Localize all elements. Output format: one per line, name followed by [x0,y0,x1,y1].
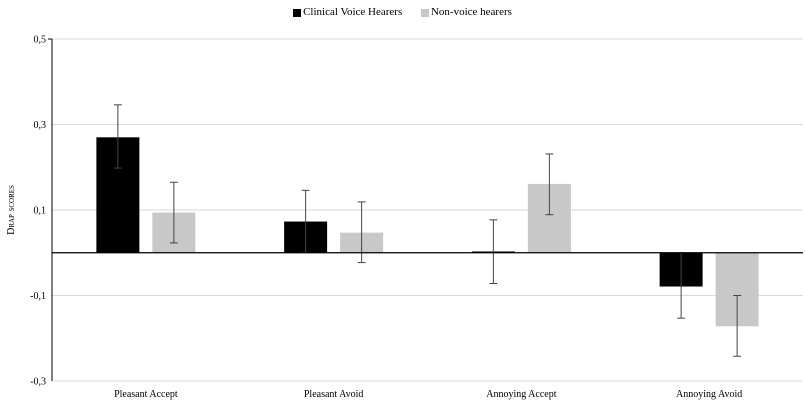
y-tick-label: 0,1 [34,206,47,217]
legend-label-clinical: Clinical Voice Hearers [303,6,403,19]
legend-swatch-non-voice [420,8,429,17]
x-tick-label: Pleasant Avoid [304,389,364,400]
x-tick-label: Annoying Avoid [676,389,742,400]
y-axis-title: Drap scores [6,185,17,235]
legend-label-non-voice: Non-voice hearers [430,6,512,19]
error-bars [113,104,742,357]
legend-swatch-clinical [293,8,302,17]
x-tick-label: Annoying Accept [486,389,556,400]
y-tick-label: 0,3 [34,120,47,131]
grid-lines [52,38,803,382]
y-tick-label: 0,5 [34,35,47,46]
legend-item-clinical: Clinical Voice Hearers [293,6,402,18]
legend-item-non-voice: Non-voice hearers [420,6,512,19]
y-tick-label: -0,1 [30,291,46,302]
axes [48,38,803,381]
x-tick-label: Pleasant Accept [114,389,178,400]
axis-labels: 0,5 0,3 0,1 -0,1 -0,3 Pleasant Accept Pleasant… [6,35,742,401]
chart-legend: Clinical Voice Hearers Non-voice hearers [0,6,805,18]
bars [96,137,759,327]
y-tick-label: -0,3 [30,377,46,388]
